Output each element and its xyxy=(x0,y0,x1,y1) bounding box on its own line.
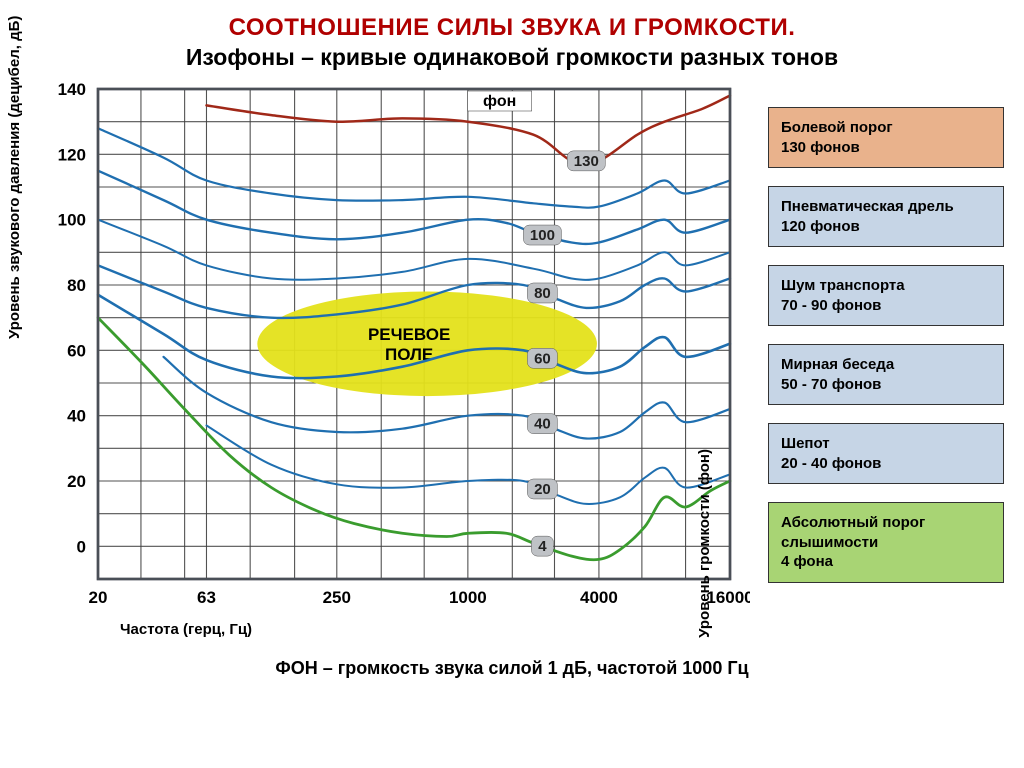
svg-text:100: 100 xyxy=(530,227,555,244)
y-axis-label-right: Уровень громкости (фон) xyxy=(696,449,713,638)
footer-definition: ФОН – громкость звука силой 1 дБ, частот… xyxy=(20,658,1004,679)
svg-text:80: 80 xyxy=(67,276,86,295)
svg-text:фон: фон xyxy=(483,93,516,110)
sub-title: Изофоны – кривые одинаковой громкости ра… xyxy=(20,44,1004,71)
svg-text:20: 20 xyxy=(67,472,86,491)
svg-text:20: 20 xyxy=(89,588,108,607)
legend-column: Болевой порог130 фонов Пневматическая дре… xyxy=(768,79,1004,638)
legend-item-1: Пневматическая дрель120 фонов xyxy=(768,186,1004,247)
y-axis-label: Уровень звукового давления (децибел, дБ) xyxy=(6,16,23,339)
svg-text:1000: 1000 xyxy=(449,588,487,607)
svg-text:0: 0 xyxy=(77,537,86,556)
svg-text:60: 60 xyxy=(534,350,551,367)
main-layout: Уровень звукового давления (децибел, дБ)… xyxy=(20,79,1004,638)
legend-item-4: Шепот20 - 40 фонов xyxy=(768,423,1004,484)
legend-item-3: Мирная беседа50 - 70 фонов xyxy=(768,344,1004,405)
svg-text:100: 100 xyxy=(58,211,86,230)
svg-text:РЕЧЕВОЕ: РЕЧЕВОЕ xyxy=(368,325,450,344)
chart-column: Уровень звукового давления (децибел, дБ)… xyxy=(20,79,750,638)
svg-text:130: 130 xyxy=(574,153,599,170)
svg-text:80: 80 xyxy=(534,285,551,302)
x-axis-label: Частота (герц, Гц) xyxy=(120,621,750,638)
svg-text:4: 4 xyxy=(538,538,547,555)
legend-item-2: Шум транспорта70 - 90 фонов xyxy=(768,265,1004,326)
main-title: СООТНОШЕНИЕ СИЛЫ ЗВУКА И ГРОМКОСТИ. xyxy=(20,14,1004,42)
svg-text:20: 20 xyxy=(534,481,551,498)
svg-text:140: 140 xyxy=(58,80,86,99)
svg-text:63: 63 xyxy=(197,588,216,607)
svg-text:40: 40 xyxy=(534,416,551,433)
svg-text:40: 40 xyxy=(67,407,86,426)
equal-loudness-chart: РЕЧЕВОЕПОЛЕ130100806040204фон02040608010… xyxy=(20,79,750,619)
svg-text:4000: 4000 xyxy=(580,588,618,607)
svg-text:60: 60 xyxy=(67,341,86,360)
svg-text:16000: 16000 xyxy=(706,588,750,607)
svg-text:250: 250 xyxy=(323,588,351,607)
svg-text:120: 120 xyxy=(58,145,86,164)
legend-item-0: Болевой порог130 фонов xyxy=(768,107,1004,168)
legend-item-5: Абсолютный порог слышимости4 фона xyxy=(768,502,1004,583)
